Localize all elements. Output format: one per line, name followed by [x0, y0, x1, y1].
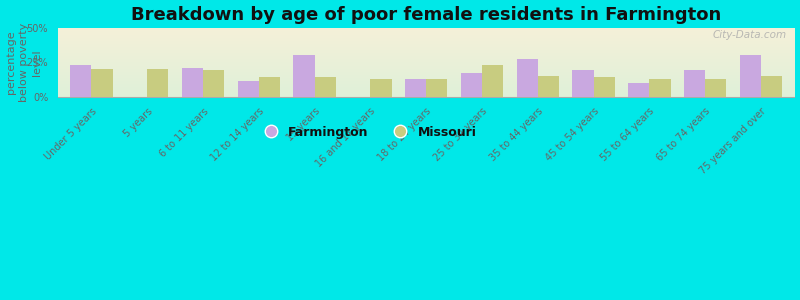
Bar [650, 79, 670, 97]
Bar [182, 68, 203, 97]
Bar [517, 59, 538, 97]
Bar [538, 76, 559, 97]
Text: City-Data.com: City-Data.com [713, 30, 787, 40]
Y-axis label: percentage
below poverty
level: percentage below poverty level [6, 22, 42, 102]
Bar [405, 79, 426, 97]
Bar [461, 73, 482, 97]
Bar [761, 76, 782, 97]
Bar [294, 55, 314, 97]
Bar [203, 70, 224, 97]
Bar [426, 79, 447, 97]
Legend: Farmington, Missouri: Farmington, Missouri [253, 121, 482, 144]
Bar [238, 81, 258, 97]
Bar [628, 83, 650, 97]
Bar [147, 69, 168, 97]
Bar [705, 79, 726, 97]
Bar [482, 65, 503, 97]
Bar [91, 69, 113, 97]
Bar [258, 77, 280, 97]
Bar [594, 77, 614, 97]
Bar [572, 70, 594, 97]
Bar [740, 55, 761, 97]
Title: Breakdown by age of poor female residents in Farmington: Breakdown by age of poor female resident… [131, 6, 722, 24]
Bar [70, 65, 91, 97]
Bar [370, 79, 391, 97]
Bar [314, 77, 336, 97]
Bar [684, 70, 705, 97]
